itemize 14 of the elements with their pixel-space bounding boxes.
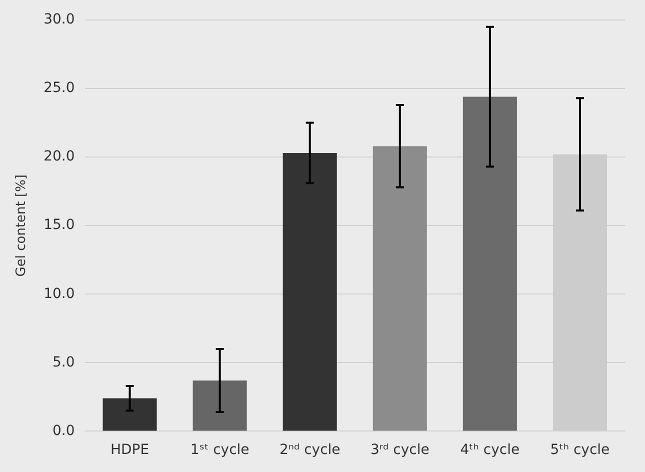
x-tick-label: 3ʳᵈ cycle [370,442,430,458]
y-tick-label: 20.0 [44,148,75,165]
y-tick-label: 25.0 [44,80,75,96]
y-tick-label: 10.0 [44,286,75,302]
y-tick-label: 0.0 [52,422,75,439]
x-tick-label: HDPE [110,442,150,458]
y-tick-label: 15.0 [44,217,75,234]
x-tick-label: 5ᵗʰ cycle [550,442,610,458]
y-tick-label: 30.0 [44,12,75,28]
y-tick-label: 5.0 [52,354,75,370]
x-tick-label: 2ⁿᵈ cycle [279,442,340,458]
x-tick-label: 4ᵗʰ cycle [460,442,520,458]
y-axis-title: Gel content [%] [14,174,30,277]
x-tick-label: 1ˢᵗ cycle [190,442,250,458]
